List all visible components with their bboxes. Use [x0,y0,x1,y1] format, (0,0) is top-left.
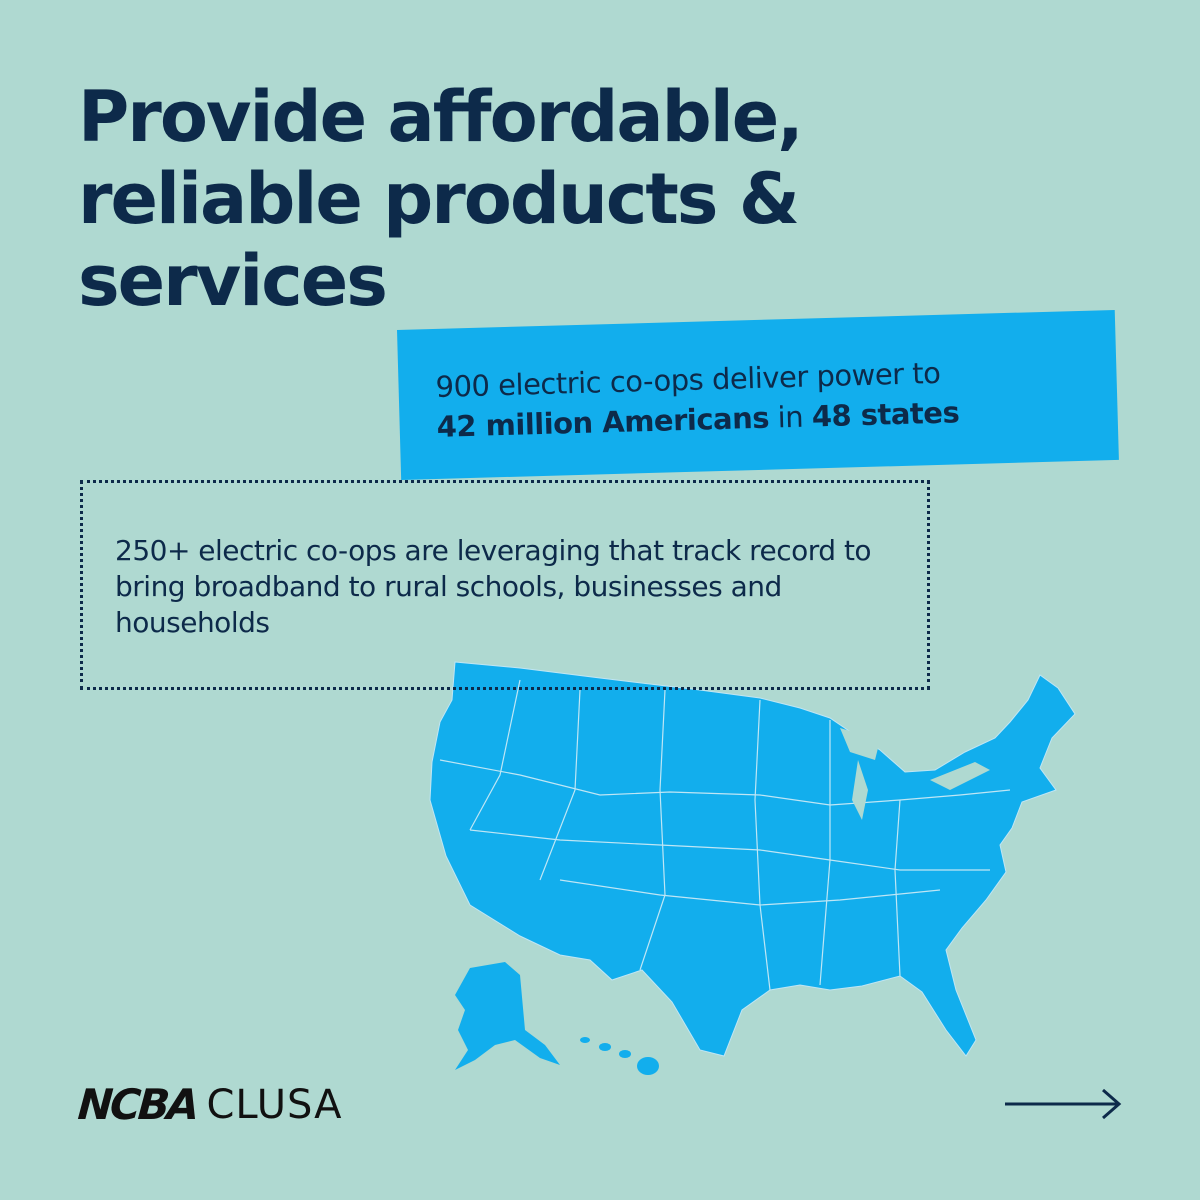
headline-line-3: services [78,240,388,322]
headline: Provide affordable, reliable products & … [78,76,978,322]
highlight-connector: in [768,399,813,435]
highlight-callout: 900 electric co-ops deliver power to 42 … [397,309,1119,480]
logo-light-text: CLUSA [206,1081,343,1128]
state-borders [439,679,1011,991]
headline-line-1: Provide affordable, [78,76,804,158]
hawaii-shape [580,1037,659,1075]
arrow-right-icon[interactable] [1003,1088,1123,1122]
alaska-shape [455,962,560,1070]
highlight-bold-americans: 42 million Americans [436,400,770,444]
contiguous-us-shape [429,661,1076,1057]
highlight-bold-states: 48 states [811,395,960,434]
highlight-line-1: 900 electric co-ops deliver power to [435,355,941,404]
broadband-note-text: 250+ electric co-ops are leveraging that… [115,534,872,639]
logo-bold-text: NCBA [76,1080,199,1129]
ncba-clusa-logo: NCBA CLUSA [76,1080,343,1129]
broadband-note-box [80,480,930,690]
great-lakes-shape [840,728,990,820]
highlight-text: 900 electric co-ops deliver power to 42 … [435,352,960,447]
headline-line-2: reliable products & [78,158,800,240]
